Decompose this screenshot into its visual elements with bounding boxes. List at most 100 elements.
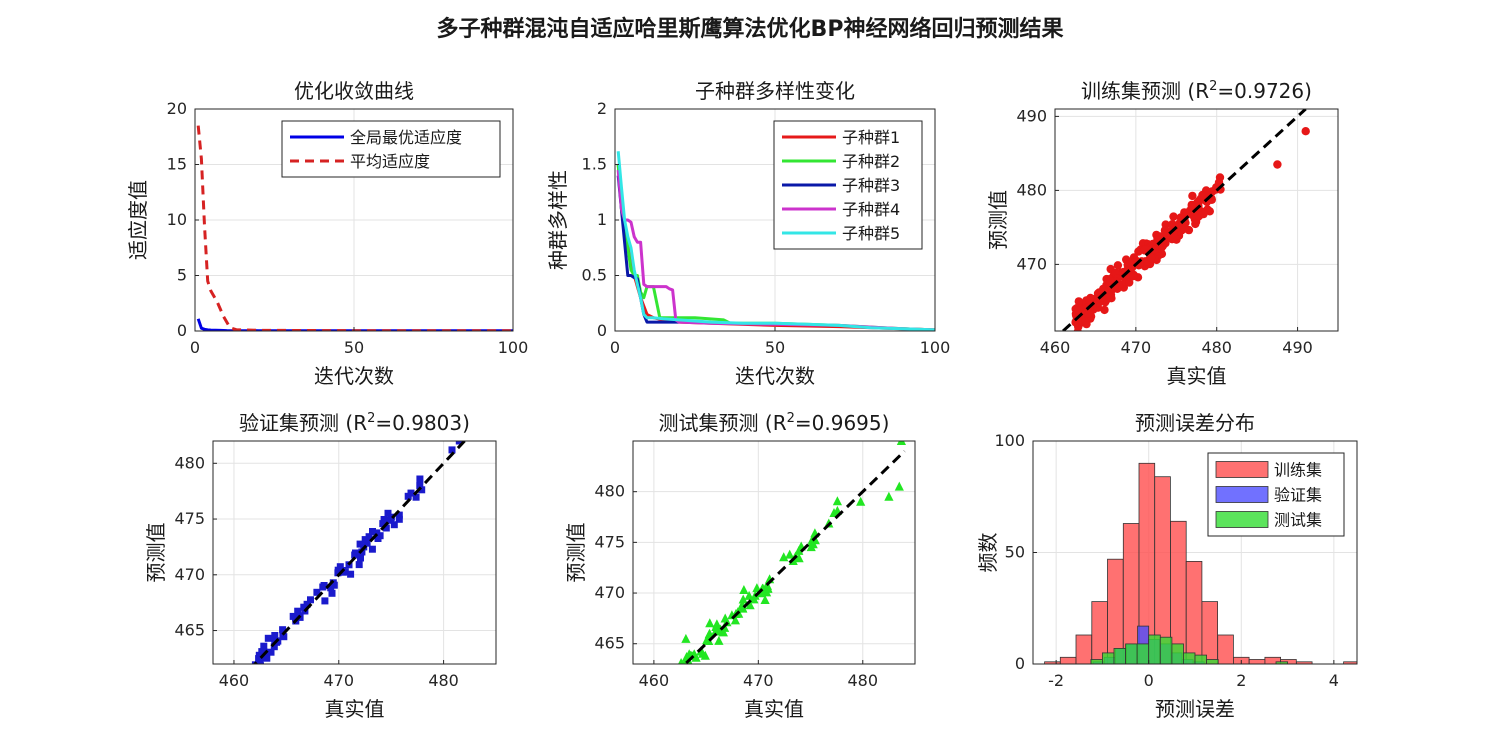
data-point <box>1113 261 1123 270</box>
data-point <box>327 584 335 592</box>
data-point <box>448 446 456 454</box>
data-point <box>1129 272 1138 281</box>
x-axis-label: 真实值 <box>744 697 804 721</box>
data-point <box>738 594 748 604</box>
data-layer <box>1062 109 1310 331</box>
histogram-bar-3 <box>1148 634 1161 664</box>
data-point <box>395 515 403 523</box>
data-point <box>745 600 755 610</box>
x-axis-label: 预测误差 <box>1155 697 1235 721</box>
x-axis-label: 真实值 <box>1167 364 1227 388</box>
y-axis-label: 预测值 <box>144 523 168 583</box>
data-point <box>267 648 275 656</box>
data-point <box>264 634 272 642</box>
legend-label: 子种群2 <box>842 152 900 171</box>
data-point <box>384 509 392 517</box>
data-point <box>718 627 728 637</box>
data-point <box>369 528 376 535</box>
y-tick-label: 490 <box>1016 106 1047 125</box>
histogram-bar-3 <box>1194 654 1208 664</box>
y-tick-label: 480 <box>174 453 205 472</box>
legend: 子种群1 子种群2 子种群3 子种群4 子种群5 <box>773 120 923 250</box>
x-tick-label: 0 <box>190 338 200 357</box>
legend-swatch <box>1215 511 1269 528</box>
y-tick-label: 470 <box>1016 254 1047 273</box>
y-tick-label: 5 <box>177 266 187 285</box>
legend-label: 子种群3 <box>842 176 900 195</box>
data-point <box>280 633 288 641</box>
legend-swatch <box>1215 486 1269 503</box>
y-tick-label: 465 <box>174 621 205 640</box>
data-point <box>390 521 398 529</box>
data-point <box>455 441 463 445</box>
x-tick-label: 470 <box>1121 338 1152 357</box>
data-point <box>752 583 762 593</box>
ideal-fit-line <box>252 441 466 664</box>
x-tick-label: 50 <box>765 338 785 357</box>
y-tick-label: 0 <box>177 321 187 340</box>
subplot-title: 子种群多样性变化 <box>695 79 855 103</box>
histogram-bar-3 <box>1159 636 1173 664</box>
data-layer <box>616 151 935 331</box>
data-point <box>1074 297 1084 306</box>
data-point <box>334 566 342 574</box>
y-tick-label: 20 <box>167 99 187 118</box>
data-point <box>1106 292 1115 302</box>
y-axis-label: 预测值 <box>986 190 1010 250</box>
histogram-bar-1 <box>1122 523 1140 664</box>
data-point <box>321 597 329 605</box>
data-point <box>700 650 710 660</box>
data-point <box>307 596 314 604</box>
data-point <box>1146 253 1156 263</box>
data-point <box>856 496 866 506</box>
histogram-bar-3 <box>1171 643 1184 664</box>
data-point <box>678 665 687 674</box>
data-point <box>404 492 412 500</box>
data-point <box>807 537 817 547</box>
data-point <box>1205 207 1215 216</box>
y-tick-label: 0 <box>1015 654 1025 673</box>
data-point <box>1273 160 1282 169</box>
x-tick-label: 480 <box>1201 338 1232 357</box>
x-tick-label: 480 <box>428 671 459 690</box>
series-line-2 <box>196 125 513 331</box>
data-point <box>292 614 299 622</box>
data-point <box>894 481 904 491</box>
data-point <box>1074 306 1083 315</box>
data-point <box>319 583 327 591</box>
data-point <box>263 654 271 662</box>
data-layer <box>1044 462 1357 664</box>
data-point <box>683 671 692 680</box>
data-point <box>313 588 321 596</box>
data-point <box>676 678 685 687</box>
x-tick-label: 470 <box>743 671 774 690</box>
histogram-bar-3 <box>1113 648 1127 664</box>
x-tick-label: 460 <box>639 671 670 690</box>
y-axis-label: 适应度值 <box>126 180 150 260</box>
y-axis-label: 预测值 <box>564 523 588 583</box>
data-point <box>1084 309 1094 318</box>
data-point <box>884 491 894 501</box>
plot-area <box>633 441 915 664</box>
subplot-val: 460 470 480 465 470 475 480 验证集预测 (R2=0.9803) 真实… <box>144 411 497 721</box>
data-point <box>1180 224 1189 233</box>
histogram-bar-1 <box>1075 634 1093 664</box>
data-point <box>418 486 426 494</box>
y-tick-label: 50 <box>1005 543 1025 562</box>
data-point <box>374 535 382 542</box>
data-point <box>416 482 424 490</box>
data-point <box>686 663 687 664</box>
x-tick-label: -2 <box>1048 671 1064 690</box>
data-layer <box>251 441 466 664</box>
data-point <box>678 658 685 664</box>
histogram-bar-3 <box>1136 643 1150 664</box>
x-tick-label: 470 <box>324 671 355 690</box>
data-point <box>387 516 395 524</box>
x-tick-label: 490 <box>1282 338 1313 357</box>
data-point <box>896 441 906 445</box>
data-point <box>1150 245 1160 254</box>
legend-label: 训练集 <box>1274 461 1322 480</box>
ideal-fit-line <box>1062 109 1307 331</box>
data-point <box>328 589 336 597</box>
